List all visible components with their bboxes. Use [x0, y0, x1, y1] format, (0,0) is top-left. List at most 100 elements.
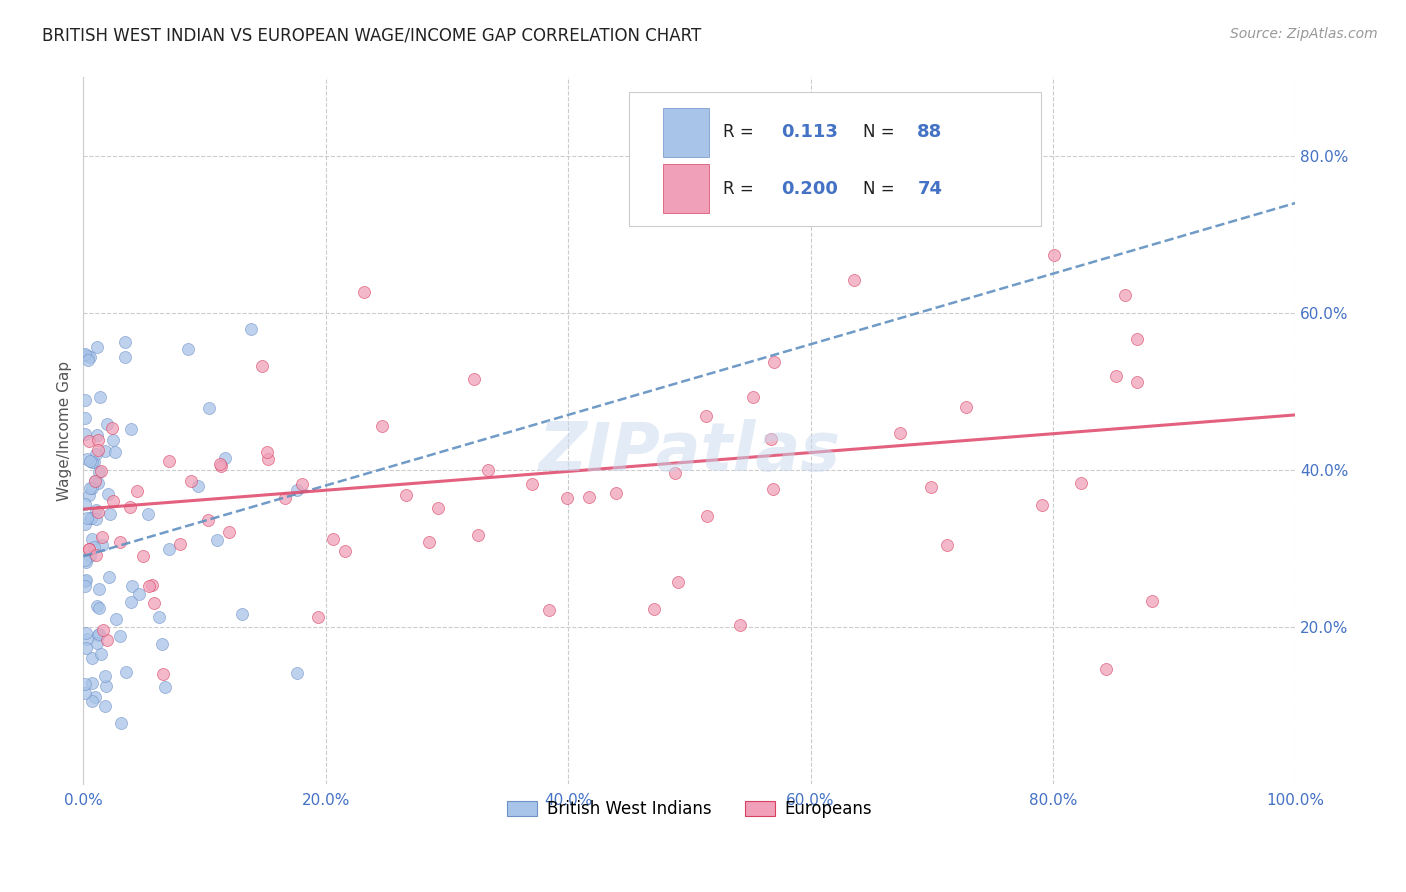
Point [98, 507, 121, 521]
Point [1142, 594, 1164, 608]
Point [84, 502, 107, 516]
Point [79, 549, 101, 563]
Text: R =: R = [723, 123, 759, 141]
Point [463, 372, 485, 386]
Point [90, 531, 112, 545]
Point [96, 417, 118, 431]
Point [128, 587, 150, 601]
Text: Source: ZipAtlas.com: Source: ZipAtlas.com [1230, 27, 1378, 41]
Point [101, 434, 124, 448]
Point [257, 451, 280, 466]
Point [89, 582, 111, 597]
Point [79, 434, 101, 448]
Point [1105, 369, 1128, 384]
Point [427, 501, 450, 516]
Point [90, 464, 112, 478]
FancyBboxPatch shape [662, 108, 709, 157]
Point [83, 455, 105, 469]
Point [101, 421, 124, 435]
Point [108, 629, 131, 643]
Point [114, 350, 136, 364]
Point [180, 474, 202, 488]
Point [76, 511, 98, 525]
Point [89, 390, 111, 404]
Point [418, 535, 440, 549]
Point [395, 488, 418, 502]
Point [157, 542, 180, 557]
Point [94, 444, 117, 458]
Point [209, 457, 232, 471]
Point [75, 574, 97, 588]
Point [152, 666, 174, 681]
Point [79, 481, 101, 495]
Point [197, 513, 219, 527]
Point [935, 538, 957, 552]
Point [256, 445, 278, 459]
Point [477, 463, 499, 477]
Point [696, 508, 718, 523]
Point [1126, 375, 1149, 389]
Text: N =: N = [863, 179, 900, 198]
Text: N =: N = [863, 123, 900, 141]
Point [82, 694, 104, 708]
Text: 0.200: 0.200 [782, 179, 838, 198]
Point [80, 675, 103, 690]
Point [80, 510, 103, 524]
Point [148, 610, 170, 624]
Point [187, 479, 209, 493]
Point [94, 679, 117, 693]
FancyBboxPatch shape [662, 164, 709, 213]
Point [73, 427, 96, 442]
Point [578, 491, 600, 505]
Point [108, 534, 131, 549]
Text: 0.113: 0.113 [782, 123, 838, 141]
Point [73, 497, 96, 511]
Point [955, 400, 977, 414]
Point [89, 465, 111, 479]
Point [77, 488, 100, 502]
Point [87, 434, 110, 448]
Point [87, 628, 110, 642]
Point [1070, 476, 1092, 491]
Point [83, 690, 105, 704]
Text: R =: R = [723, 179, 759, 198]
Point [664, 466, 686, 480]
Point [150, 637, 173, 651]
Point [80, 455, 103, 469]
Point [728, 618, 751, 632]
Point [87, 475, 110, 490]
Point [76, 452, 98, 467]
Point [87, 600, 110, 615]
Point [132, 549, 155, 563]
Point [522, 476, 544, 491]
Point [333, 544, 356, 558]
Point [920, 480, 942, 494]
Legend: British West Indians, Europeans: British West Indians, Europeans [501, 794, 879, 825]
Point [169, 537, 191, 551]
Point [762, 482, 785, 496]
Point [87, 627, 110, 641]
Point [761, 433, 783, 447]
Point [1095, 662, 1118, 676]
Text: 74: 74 [917, 179, 942, 198]
Point [120, 595, 142, 609]
Point [157, 454, 180, 468]
Point [136, 508, 159, 522]
Point [82, 532, 104, 546]
Point [75, 573, 97, 587]
Point [121, 579, 143, 593]
Point [79, 454, 101, 468]
Point [741, 390, 763, 404]
Point [80, 511, 103, 525]
Point [353, 285, 375, 300]
Point [75, 640, 97, 655]
Point [889, 426, 911, 441]
Point [118, 500, 141, 514]
Point [73, 348, 96, 362]
Point [87, 442, 110, 457]
Point [844, 273, 866, 287]
Point [198, 401, 221, 415]
Point [120, 422, 142, 436]
Point [91, 624, 114, 638]
Point [73, 685, 96, 699]
